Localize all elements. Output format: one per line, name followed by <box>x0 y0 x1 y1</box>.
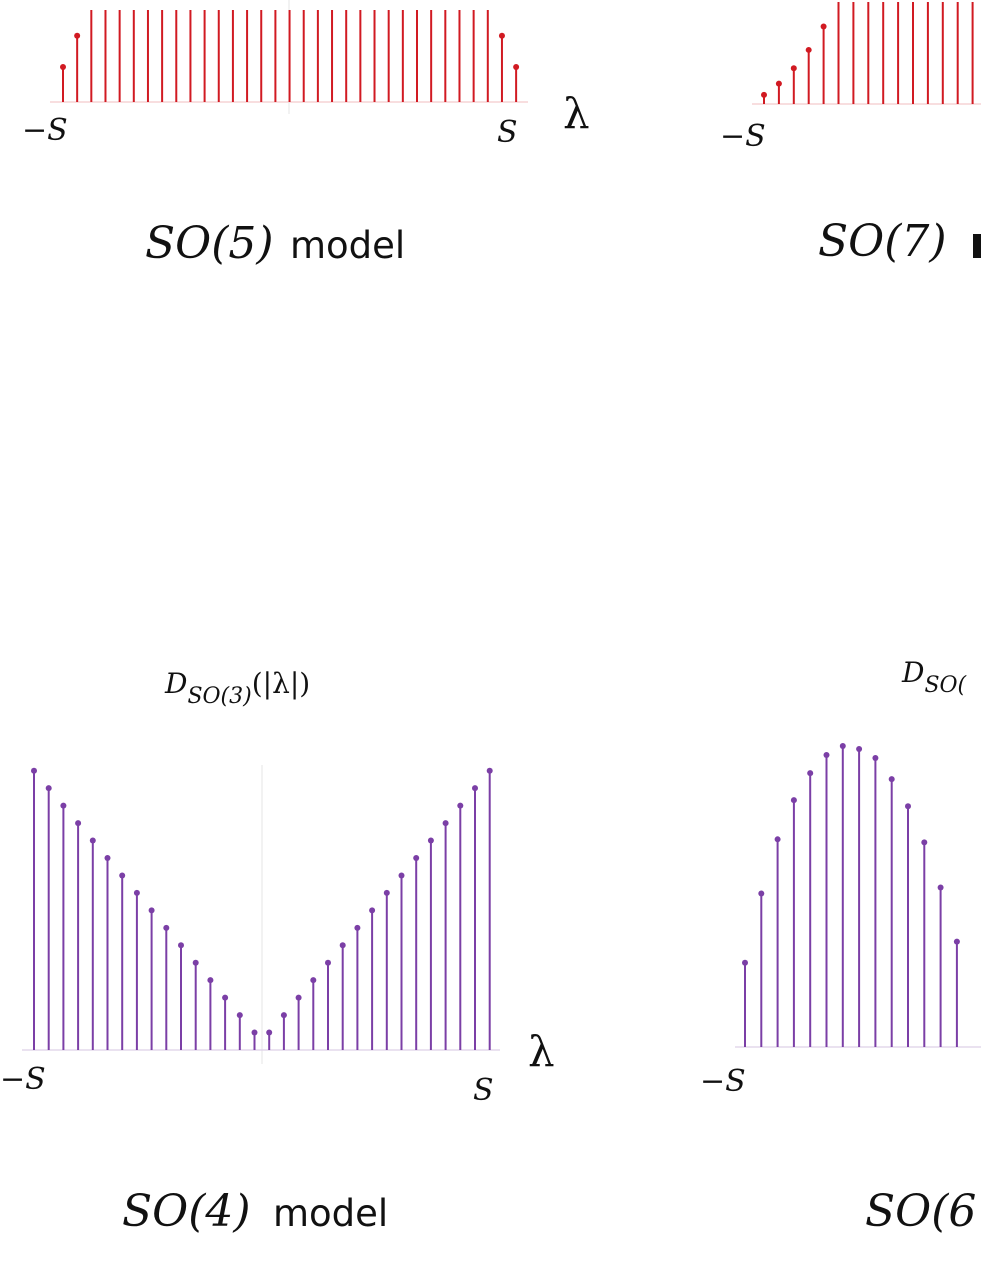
so5-caption-group: SO(5) <box>145 218 274 269</box>
so4-caption-word: model <box>273 1192 388 1235</box>
so4-panel: DSO(3)(|λ|) −S S λ SO(4) model <box>0 667 555 1237</box>
so5-stem-marker-0 <box>60 64 66 71</box>
so6-stem-marker-9 <box>888 776 895 783</box>
so6-stem-marker-0 <box>742 959 748 966</box>
so4-stem-marker-10 <box>178 942 184 949</box>
so4-stem-marker-9 <box>163 924 170 931</box>
so4-stem-marker-2 <box>60 802 67 809</box>
so5-stem-marker-31 <box>498 32 505 39</box>
so4-stem-marker-27 <box>427 837 434 844</box>
so6-stem-marker-5 <box>823 752 830 759</box>
so4-stem-marker-1 <box>45 785 52 792</box>
so6-stem-marker-7 <box>856 746 863 753</box>
so7-caption-group: SO(7) <box>818 216 947 267</box>
so5-tick-s: S <box>497 115 518 150</box>
so4-plot-title: DSO(3)(|λ|) <box>164 667 310 709</box>
so4-stem-marker-22 <box>354 924 361 931</box>
so6-tick-minus-s: −S <box>700 1064 746 1099</box>
so4-stem-marker-11 <box>192 959 199 966</box>
so7-stems <box>761 2 974 104</box>
so6-caption-group: SO(6 <box>865 1186 976 1237</box>
so6-plot-title: DSO( <box>901 656 967 698</box>
so4-stem-marker-4 <box>89 837 96 844</box>
so6-stem-marker-2 <box>774 836 781 843</box>
so4-stem-marker-15 <box>251 1029 258 1036</box>
so4-stem-marker-17 <box>280 1012 287 1019</box>
so4-tick-minus-s: −S <box>0 1062 46 1097</box>
so6-stem-marker-11 <box>921 839 928 846</box>
so4-stem-marker-29 <box>457 802 464 809</box>
so4-xlabel-lambda: λ <box>528 1027 555 1076</box>
so4-stem-marker-31 <box>486 767 493 774</box>
so6-stem-marker-12 <box>937 884 944 891</box>
so4-stem-marker-21 <box>339 942 346 949</box>
so4-stem-marker-19 <box>310 977 317 984</box>
so6-stem-marker-1 <box>758 890 765 897</box>
so7-stem-marker-1 <box>775 80 782 87</box>
so5-xlabel-lambda: λ <box>563 89 590 138</box>
so4-stem-marker-0 <box>31 767 37 774</box>
so6-stems <box>742 743 960 1047</box>
so7-stem-marker-2 <box>790 65 797 72</box>
so4-stem-marker-16 <box>266 1029 273 1036</box>
so4-stem-marker-5 <box>104 855 111 861</box>
so4-caption-group: SO(4) <box>122 1186 251 1237</box>
so7-stem-marker-4 <box>820 23 827 30</box>
so7-tick-minus-s: −S <box>720 119 766 154</box>
so5-stem-marker-1 <box>74 32 81 39</box>
so4-stem-marker-28 <box>442 820 449 827</box>
so7-caption-clipped-glyph <box>973 234 981 258</box>
so6-stem-marker-6 <box>839 743 846 749</box>
so6-stem-marker-8 <box>872 755 879 762</box>
so7-panel: −S SO(7) <box>720 2 981 267</box>
so6-stem-marker-3 <box>790 797 797 804</box>
so4-stem-marker-23 <box>369 907 376 914</box>
so4-stem-marker-25 <box>398 872 405 879</box>
so5-stem-marker-32 <box>513 64 520 71</box>
so4-stem-marker-12 <box>207 977 214 984</box>
so4-stem-marker-20 <box>325 959 331 966</box>
so4-stem-marker-24 <box>383 889 390 896</box>
so6-stem-marker-13 <box>953 938 960 945</box>
so4-stem-marker-30 <box>472 785 478 792</box>
so7-stem-marker-3 <box>805 46 812 53</box>
so4-stem-marker-26 <box>413 855 420 861</box>
so4-stem-marker-8 <box>148 907 155 914</box>
so4-stem-marker-6 <box>119 872 126 879</box>
so5-panel: −S S λ SO(5) model <box>22 0 590 269</box>
so6-stem-marker-4 <box>807 770 814 777</box>
so4-stem-marker-14 <box>236 1012 243 1019</box>
so6-stem-marker-10 <box>905 803 911 810</box>
so4-stems <box>31 767 493 1050</box>
so4-stem-marker-13 <box>222 994 229 1001</box>
so5-caption-word: model <box>290 224 405 267</box>
so4-tick-s: S <box>473 1073 494 1108</box>
so5-stems <box>60 10 520 102</box>
so6-panel: DSO( −S SO(6 <box>700 656 981 1237</box>
so5-tick-minus-s: −S <box>22 113 68 148</box>
so7-stem-marker-0 <box>761 91 767 98</box>
so4-stem-marker-18 <box>295 994 302 1001</box>
so4-stem-marker-3 <box>75 820 82 827</box>
so4-stem-marker-7 <box>133 889 140 896</box>
